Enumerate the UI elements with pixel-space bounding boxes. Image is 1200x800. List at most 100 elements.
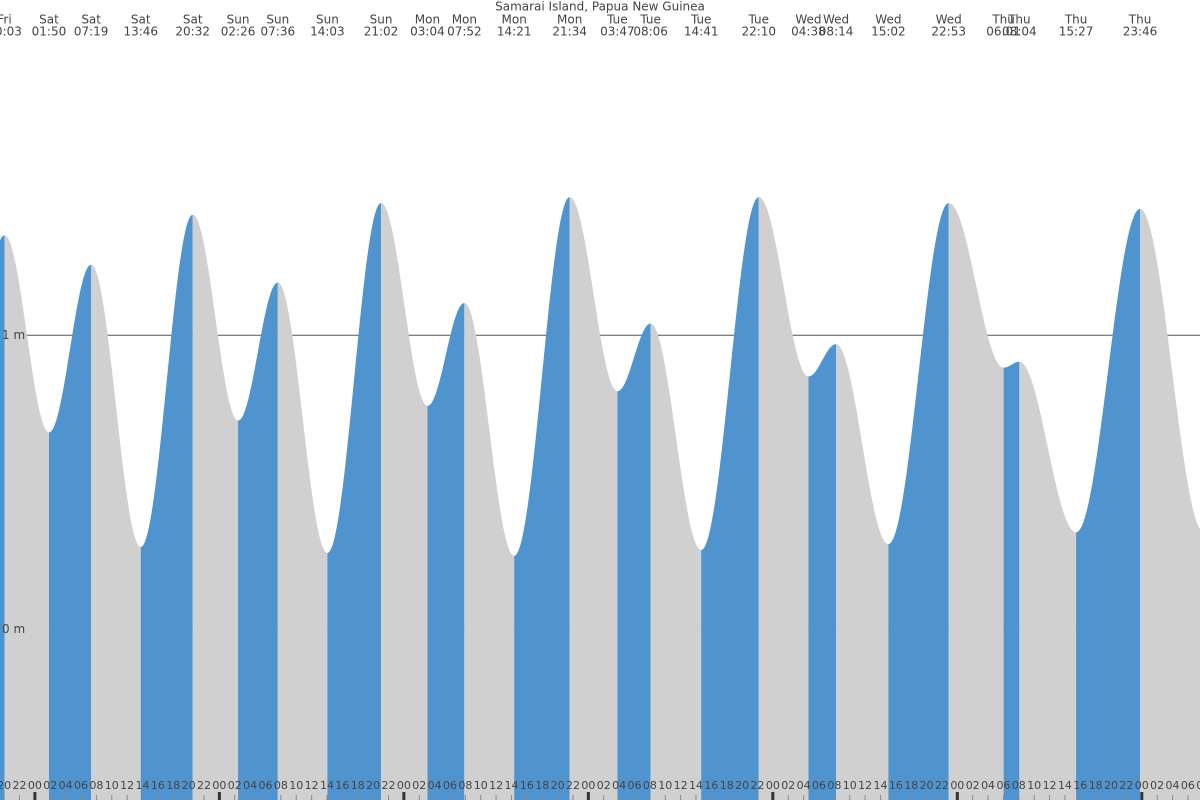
x-tick-label: 18	[351, 779, 365, 792]
extreme-day: Sun	[370, 13, 393, 27]
rising-tide	[0, 235, 5, 800]
rising-tide	[808, 344, 837, 800]
extreme-day: Wed	[795, 13, 821, 27]
extreme-day: Tue	[690, 13, 712, 27]
x-tick-label: 00	[28, 779, 42, 792]
x-tick-label: 10	[289, 779, 303, 792]
extreme-day: Sat	[131, 13, 151, 27]
x-tick-label: 10	[105, 779, 119, 792]
x-tick-label: 04	[612, 779, 626, 792]
x-tick-label: 18	[720, 779, 734, 792]
x-tick-label: 08	[1012, 779, 1026, 792]
rising-tide	[48, 264, 92, 800]
extreme-time: 03:47	[600, 25, 635, 39]
rising-tide	[617, 323, 651, 800]
x-tick-label: 20	[182, 779, 196, 792]
x-tick-label: 04	[797, 779, 811, 792]
x-tick-label: 20	[920, 779, 934, 792]
x-tick-label: 04	[981, 779, 995, 792]
x-tick-label: 16	[1073, 779, 1087, 792]
extreme-day: Thu	[1064, 13, 1088, 27]
x-tick-label: 14	[873, 779, 887, 792]
falling-tide	[192, 214, 239, 800]
falling-tide	[1019, 361, 1077, 800]
x-tick-label: 02	[228, 779, 242, 792]
x-tick-label: 08	[274, 779, 288, 792]
rising-tide	[701, 197, 759, 800]
extreme-day: Wed	[936, 13, 962, 27]
falling-tide	[91, 264, 141, 800]
x-tick-label: 14	[1058, 779, 1072, 792]
falling-tide	[464, 302, 515, 800]
x-tick-label: 14	[504, 779, 518, 792]
x-tick-label: 04	[243, 779, 257, 792]
y-tick-label: 0 m	[2, 622, 25, 636]
rising-tide	[888, 202, 949, 800]
x-tick-label: 16	[889, 779, 903, 792]
falling-tide	[650, 323, 702, 800]
x-tick-label: 00	[950, 779, 964, 792]
x-tick-label: 16	[704, 779, 718, 792]
x-tick-label: 20	[735, 779, 749, 792]
x-tick-label: 06	[443, 779, 457, 792]
extreme-time: 08:06	[633, 25, 668, 39]
x-tick-label: 02	[412, 779, 426, 792]
x-tick-label: 10	[1027, 779, 1041, 792]
x-tick-label: 14	[136, 779, 150, 792]
extreme-time: 14:21	[497, 25, 532, 39]
x-tick-label: 20	[1104, 779, 1118, 792]
extreme-day: Mon	[415, 13, 440, 27]
falling-tide	[948, 202, 1004, 800]
extreme-time: 22:53	[931, 25, 966, 39]
x-tick-label: 04	[428, 779, 442, 792]
extreme-day: Sat	[183, 13, 203, 27]
x-tick-label: 22	[750, 779, 764, 792]
falling-tide	[836, 344, 889, 800]
extreme-day: Sun	[227, 13, 250, 27]
extreme-day: Thu	[1128, 13, 1152, 27]
x-tick-label: 02	[966, 779, 980, 792]
extreme-day: Fri	[0, 13, 12, 27]
x-tick-label: 02	[43, 779, 57, 792]
falling-tide	[381, 202, 428, 800]
x-tick-label: 10	[474, 779, 488, 792]
x-tick-label: 14	[689, 779, 703, 792]
extreme-day: Mon	[452, 13, 477, 27]
extreme-day: Sat	[81, 13, 101, 27]
extreme-day: Tue	[606, 13, 628, 27]
rising-tide	[140, 214, 193, 800]
x-tick-label: 00	[397, 779, 411, 792]
x-tick-label: 02	[1150, 779, 1164, 792]
x-tick-label: 22	[566, 779, 580, 792]
x-tick-label: 08	[458, 779, 472, 792]
x-tick-label: 00	[766, 779, 780, 792]
x-tick-label: 04	[59, 779, 73, 792]
rising-tide	[1076, 208, 1141, 800]
x-tick-label: 10	[658, 779, 672, 792]
extreme-time: 07:19	[74, 25, 109, 39]
extreme-time: 20:32	[175, 25, 210, 39]
x-tick-label: 04	[1166, 779, 1180, 792]
chart-title: Samarai Island, Papua New Guinea	[495, 0, 705, 14]
x-tick-label: 08	[827, 779, 841, 792]
x-tick-label: 20	[366, 779, 380, 792]
extreme-time: 08:14	[819, 25, 854, 39]
extreme-day: Tue	[748, 13, 770, 27]
extreme-day: Tue	[639, 13, 661, 27]
x-tick-label: 18	[1089, 779, 1103, 792]
extreme-day: Sun	[266, 13, 289, 27]
x-tick-label: 02	[597, 779, 611, 792]
x-tick-label: 12	[1043, 779, 1057, 792]
x-tick-label: 18	[166, 779, 180, 792]
extreme-time: 15:27	[1059, 25, 1094, 39]
extreme-time: 14:03	[310, 25, 345, 39]
extreme-time: 04:38	[791, 25, 826, 39]
x-tick-label: 12	[674, 779, 688, 792]
y-tick-label: 1 m	[2, 328, 25, 342]
extreme-time: 06:01	[986, 25, 1021, 39]
extreme-day: Mon	[557, 13, 582, 27]
falling-tide	[1140, 208, 1200, 800]
x-tick-label: 22	[197, 779, 211, 792]
x-tick-label: 22	[381, 779, 395, 792]
extreme-time: 07:36	[261, 25, 296, 39]
